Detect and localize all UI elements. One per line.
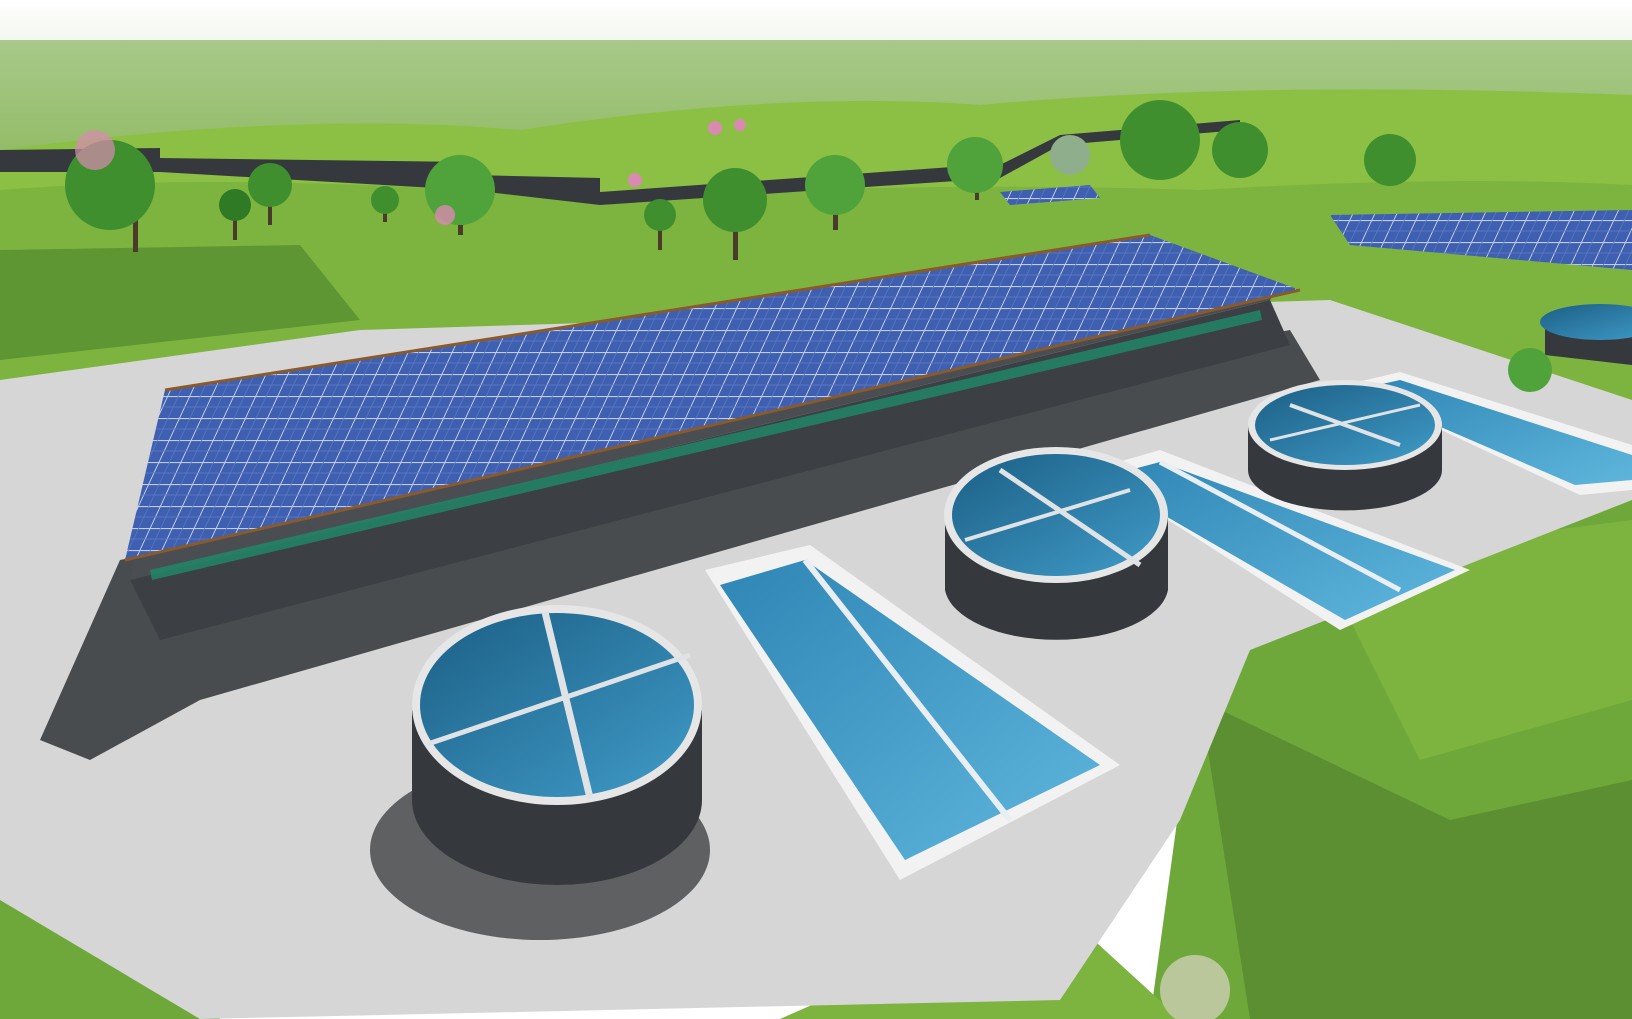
tree: [1364, 134, 1416, 186]
solar-roofed-building: [124, 233, 1301, 640]
tree: [805, 155, 865, 230]
retaining-wall: [0, 120, 1240, 205]
tree: [947, 137, 1003, 200]
trees: [65, 100, 1552, 1019]
tree: [1120, 100, 1200, 180]
tree: [1212, 122, 1268, 178]
solar-roof: [125, 235, 1300, 560]
tree: [371, 186, 399, 222]
circular-clarifier-tanks: [370, 304, 1632, 940]
clarifier-tank-1: [370, 605, 710, 940]
tree: [628, 119, 746, 187]
tree: [65, 130, 155, 252]
tree: [644, 199, 676, 250]
tree: [1508, 348, 1552, 392]
tree: [703, 168, 767, 260]
tree: [425, 155, 495, 235]
tree: [219, 189, 251, 240]
distant-solar-small: [1000, 185, 1100, 205]
clarifier-tank-3: [1248, 380, 1442, 511]
clarifier-tank-4: [1540, 304, 1632, 365]
shrub: [1160, 955, 1230, 1019]
clarifier-tank-2: [944, 447, 1168, 640]
distant-solar-array: [1330, 210, 1632, 270]
building-shadow: [40, 330, 1320, 760]
tree: [248, 163, 292, 225]
tree: [1050, 135, 1090, 175]
